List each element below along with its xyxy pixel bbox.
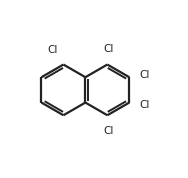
Text: Cl: Cl [104,44,114,54]
Text: Cl: Cl [139,100,150,110]
Text: Cl: Cl [47,45,57,55]
Text: Cl: Cl [139,70,150,80]
Text: Cl: Cl [104,125,114,135]
